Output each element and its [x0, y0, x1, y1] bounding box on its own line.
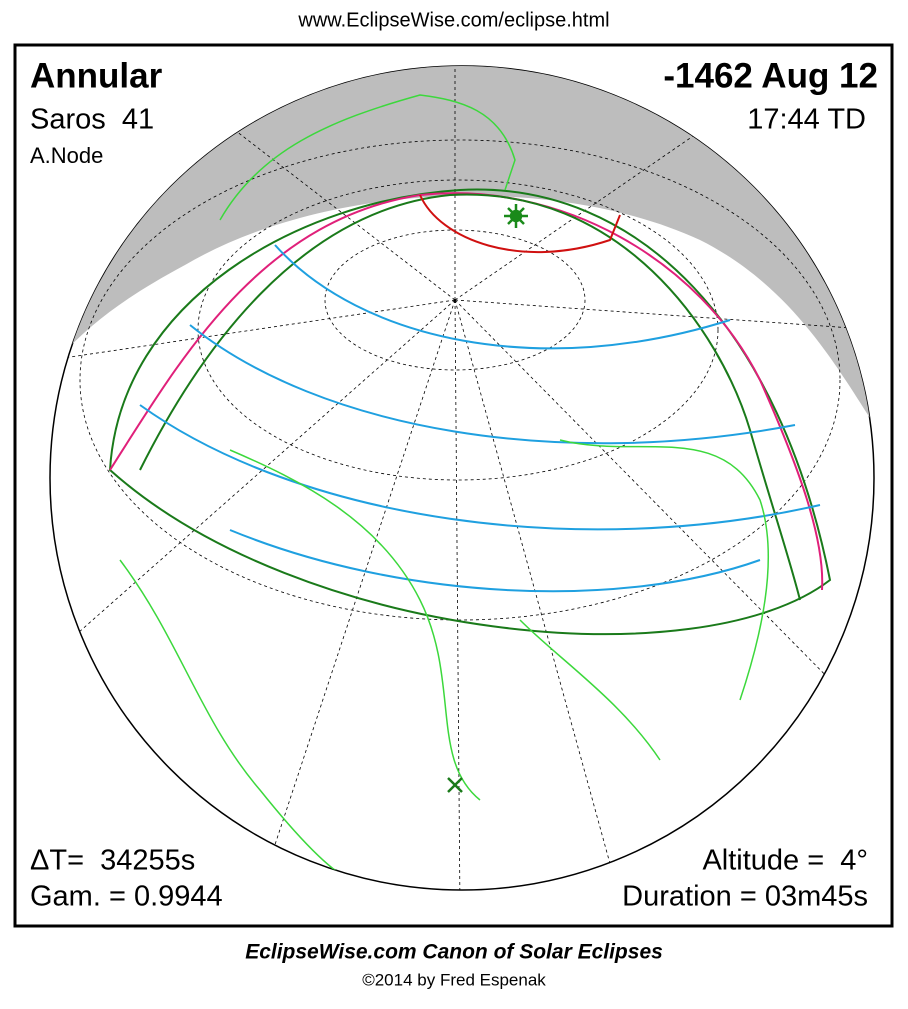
borders — [119, 94, 769, 881]
graticule — [50, 66, 874, 890]
magnitude-curves — [139, 244, 821, 593]
frame — [13, 43, 894, 928]
eclipse-at-sunrise — [419, 194, 621, 253]
globe — [49, 65, 875, 891]
url: www.EclipseWise.com/eclipse.html — [297, 9, 609, 31]
footer-title: EclipseWise.com Canon of Solar Eclipses — [245, 941, 663, 964]
greatest-eclipse-marker — [504, 204, 528, 228]
delta-t: ΔT= 34255s — [30, 845, 195, 877]
node: A.Node — [30, 143, 103, 168]
subsolar-marker — [447, 777, 463, 793]
duration: Duration = 03m45s — [622, 881, 868, 913]
gamma: Gam. = 0.9944 — [30, 881, 223, 913]
saros: Saros 41 — [30, 104, 154, 136]
eclipse-type: Annular — [30, 56, 163, 95]
altitude: Altitude = 4° — [702, 845, 868, 877]
rise-set-curve — [139, 193, 801, 601]
footer-credit: ©2014 by Fred Espenak — [362, 970, 546, 989]
time: 17:44 TD — [747, 104, 866, 136]
date: -1462 Aug 12 — [663, 56, 878, 95]
